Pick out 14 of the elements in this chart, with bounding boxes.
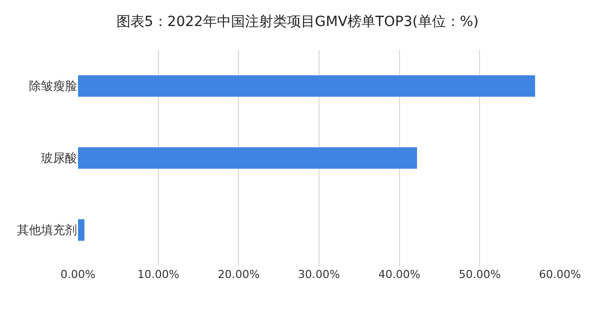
x-tick-label: 30.00%	[298, 268, 340, 281]
x-tick-label: 0.00%	[60, 268, 96, 281]
x-tick-label: 20.00%	[218, 268, 260, 281]
y-tick-label: 除皱瘦脸	[29, 79, 77, 94]
x-tick-label: 60.00%	[539, 268, 581, 281]
chart-title: 图表5：2022年中国注射类项目GMV榜单TOP3(单位：%)	[116, 14, 479, 30]
bar	[78, 75, 536, 97]
x-tick-label: 10.00%	[137, 268, 180, 281]
bar	[78, 219, 84, 241]
y-tick-label: 玻尿酸	[41, 151, 77, 166]
x-tick-label: 50.00%	[458, 268, 501, 281]
x-tick-label: 40.00%	[378, 268, 420, 281]
bar	[78, 147, 418, 169]
y-tick-label: 其他填充剂	[17, 223, 77, 238]
